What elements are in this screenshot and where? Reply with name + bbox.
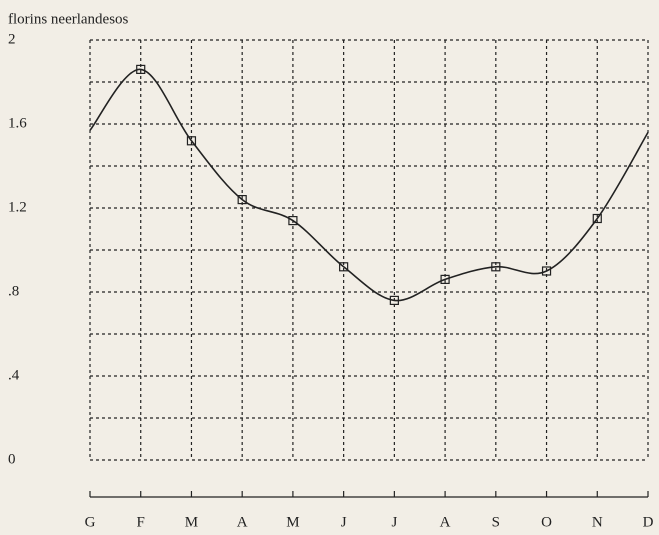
x-tick-label: J: [341, 514, 347, 530]
chart-title: florins neerlandesos: [8, 11, 129, 27]
x-tick-label: S: [492, 514, 500, 530]
point: [136, 64, 146, 75]
x-tick-label: G: [85, 514, 96, 530]
x-tick-label: J: [391, 514, 397, 530]
x-tick-label: O: [541, 514, 552, 530]
y-tick-label: .4: [8, 367, 20, 383]
x-tick-label: A: [237, 514, 248, 530]
point: [186, 136, 197, 146]
point: [592, 213, 602, 224]
point: [440, 274, 450, 284]
point: [541, 266, 552, 276]
point: [237, 195, 247, 205]
point: [288, 216, 298, 226]
x-tick-label: M: [185, 514, 198, 530]
x-tick-label: A: [440, 514, 451, 530]
y-tick-label: 1.2: [8, 199, 27, 215]
point: [389, 295, 399, 305]
point: [491, 262, 501, 272]
y-tick-label: 1.6: [8, 115, 27, 131]
point: [339, 262, 349, 272]
x-tick-label: N: [592, 514, 603, 530]
x-tick-label: F: [137, 514, 145, 530]
line: [89, 68, 649, 302]
x-tick-label: D: [643, 514, 654, 530]
y-tick-label: 0: [8, 451, 16, 467]
y-tick-label: 2: [8, 31, 16, 47]
x-tick-label: M: [286, 514, 299, 530]
y-tick-label: .8: [8, 283, 19, 299]
